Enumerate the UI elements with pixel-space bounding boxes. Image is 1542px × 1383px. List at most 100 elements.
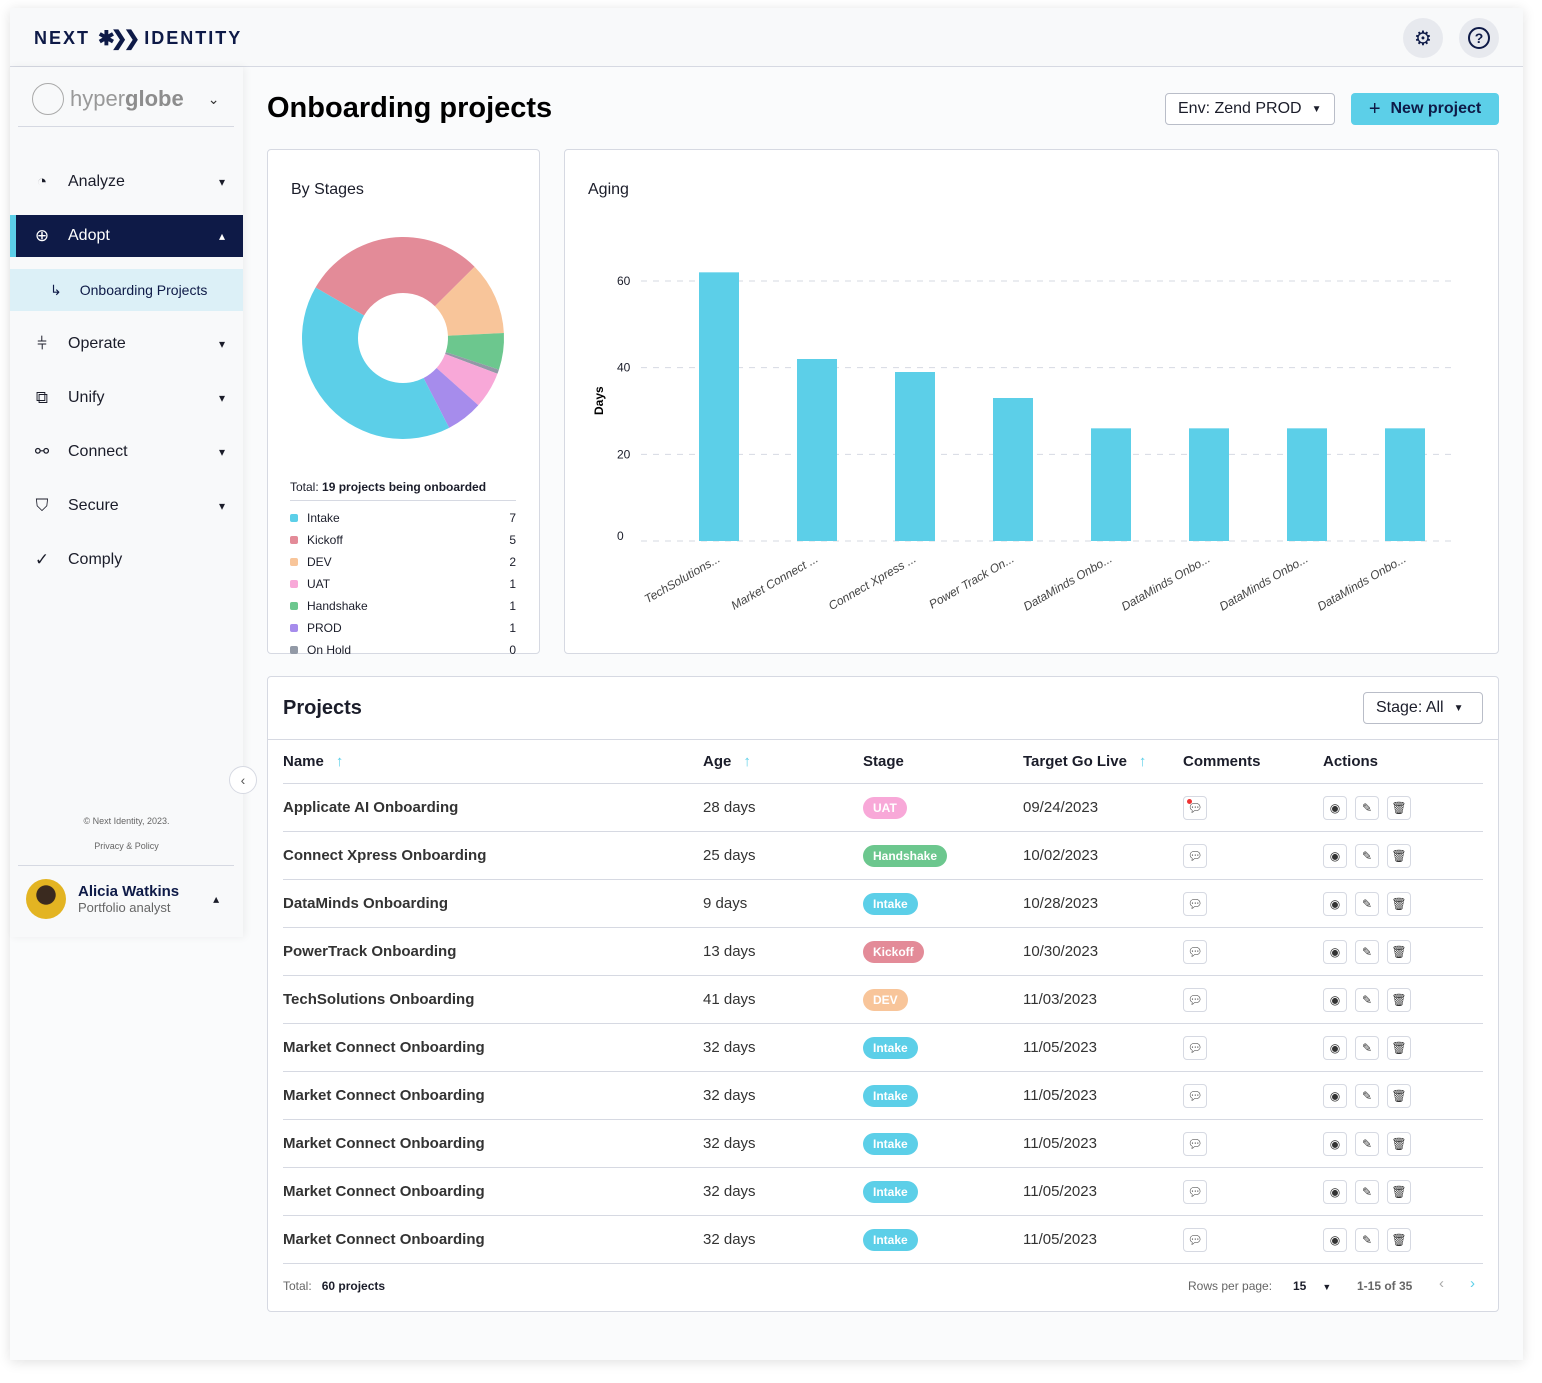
table-row[interactable]: Market Connect Onboarding 32 days Intake…: [283, 1216, 1483, 1264]
env-select[interactable]: Env: Zend PROD ▼: [1165, 93, 1335, 125]
project-name[interactable]: TechSolutions Onboarding: [283, 991, 475, 1008]
bar[interactable]: [993, 398, 1033, 541]
nav-unify[interactable]: ⧉ Unify ▾: [10, 377, 243, 419]
bar[interactable]: [797, 359, 837, 541]
nav-analyze[interactable]: ◔ Analyze ▾: [10, 161, 243, 203]
project-name[interactable]: Market Connect Onboarding: [283, 1039, 485, 1056]
view-button[interactable]: ◉: [1323, 940, 1347, 964]
next-page-button[interactable]: ›: [1470, 1275, 1475, 1292]
settings-button[interactable]: ⚙: [1403, 18, 1443, 58]
table-row[interactable]: Market Connect Onboarding 32 days Intake…: [283, 1072, 1483, 1120]
nav-comply[interactable]: ✓ Comply: [10, 539, 243, 581]
col-target-go-live[interactable]: Target Go Live ↑: [1023, 753, 1146, 770]
project-name[interactable]: Market Connect Onboarding: [283, 1231, 485, 1248]
view-button[interactable]: ◉: [1323, 844, 1347, 868]
privacy-link[interactable]: Privacy & Policy: [94, 841, 159, 851]
bar[interactable]: [1385, 428, 1425, 541]
nav-adopt[interactable]: ⊕ Adopt ▴: [10, 215, 243, 257]
view-button[interactable]: ◉: [1323, 1228, 1347, 1252]
delete-button[interactable]: 🗑︎: [1387, 844, 1411, 868]
table-row[interactable]: DataMinds Onboarding 9 days Intake 10/28…: [283, 880, 1483, 928]
edit-button[interactable]: ✎: [1355, 1180, 1379, 1204]
donut-slice-intake[interactable]: [301, 287, 450, 440]
prev-page-button[interactable]: ‹: [1439, 1275, 1444, 1292]
view-button[interactable]: ◉: [1323, 796, 1347, 820]
delete-button[interactable]: 🗑︎: [1387, 1180, 1411, 1204]
edit-button[interactable]: ✎: [1355, 988, 1379, 1012]
project-name[interactable]: Applicate AI Onboarding: [283, 799, 459, 816]
comments-button[interactable]: 💬︎: [1183, 1132, 1207, 1156]
delete-button[interactable]: 🗑︎: [1387, 1084, 1411, 1108]
table-row[interactable]: Market Connect Onboarding 32 days Intake…: [283, 1120, 1483, 1168]
donut-slice-prod[interactable]: [423, 367, 479, 428]
delete-button[interactable]: 🗑︎: [1387, 1132, 1411, 1156]
donut-slice-uat[interactable]: [436, 353, 498, 406]
table-row[interactable]: Connect Xpress Onboarding 25 days Handsh…: [283, 832, 1483, 880]
comments-button[interactable]: 💬︎: [1183, 1180, 1207, 1204]
comments-button[interactable]: 💬︎: [1183, 940, 1207, 964]
delete-button[interactable]: 🗑︎: [1387, 892, 1411, 916]
project-name[interactable]: Market Connect Onboarding: [283, 1087, 485, 1104]
bar[interactable]: [1189, 428, 1229, 541]
nav-connect[interactable]: ⚯ Connect ▾: [10, 431, 243, 473]
edit-button[interactable]: ✎: [1355, 1036, 1379, 1060]
comments-button[interactable]: 💬︎: [1183, 796, 1207, 820]
table-row[interactable]: Market Connect Onboarding 32 days Intake…: [283, 1168, 1483, 1216]
delete-button[interactable]: 🗑︎: [1387, 796, 1411, 820]
table-row[interactable]: Applicate AI Onboarding 28 days UAT 09/2…: [283, 784, 1483, 832]
donut-slice-on-hold[interactable]: [445, 352, 499, 374]
comments-button[interactable]: 💬︎: [1183, 1036, 1207, 1060]
collapse-sidebar-button[interactable]: ‹: [229, 766, 257, 794]
view-button[interactable]: ◉: [1323, 1180, 1347, 1204]
edit-button[interactable]: ✎: [1355, 940, 1379, 964]
delete-button[interactable]: 🗑︎: [1387, 988, 1411, 1012]
edit-button[interactable]: ✎: [1355, 1084, 1379, 1108]
view-button[interactable]: ◉: [1323, 1084, 1347, 1108]
rows-per-page-select[interactable]: 15 ▼: [1293, 1279, 1331, 1293]
table-row[interactable]: Market Connect Onboarding 32 days Intake…: [283, 1024, 1483, 1072]
delete-button[interactable]: 🗑︎: [1387, 1036, 1411, 1060]
bar[interactable]: [1287, 428, 1327, 541]
col-age[interactable]: Age ↑: [703, 753, 751, 770]
project-name[interactable]: PowerTrack Onboarding: [283, 943, 457, 960]
col-name[interactable]: Name ↑: [283, 753, 343, 770]
donut-slice-kickoff[interactable]: [315, 237, 475, 316]
comments-button[interactable]: 💬︎: [1183, 1084, 1207, 1108]
view-button[interactable]: ◉: [1323, 1132, 1347, 1156]
nav-secure[interactable]: ⛉ Secure ▾: [10, 485, 243, 527]
comments-button[interactable]: 💬︎: [1183, 892, 1207, 916]
comments-button[interactable]: 💬︎: [1183, 1228, 1207, 1252]
table-row[interactable]: PowerTrack Onboarding 13 days Kickoff 10…: [283, 928, 1483, 976]
project-name[interactable]: Market Connect Onboarding: [283, 1135, 485, 1152]
comments-button[interactable]: 💬︎: [1183, 844, 1207, 868]
legend-value: 1: [509, 621, 516, 635]
comments-button[interactable]: 💬︎: [1183, 988, 1207, 1012]
project-name[interactable]: Connect Xpress Onboarding: [283, 847, 487, 864]
edit-button[interactable]: ✎: [1355, 892, 1379, 916]
nav-onboarding-projects[interactable]: ↳ Onboarding Projects: [10, 269, 243, 311]
edit-button[interactable]: ✎: [1355, 1132, 1379, 1156]
edit-button[interactable]: ✎: [1355, 844, 1379, 868]
donut-slice-handshake[interactable]: [445, 333, 504, 370]
table-row[interactable]: TechSolutions Onboarding 41 days DEV 11/…: [283, 976, 1483, 1024]
view-button[interactable]: ◉: [1323, 1036, 1347, 1060]
donut-slice-dev[interactable]: [434, 266, 504, 336]
org-switcher[interactable]: hyper globe ⌄: [32, 83, 219, 115]
chevron-down-icon: ▾: [218, 499, 225, 513]
stage-filter-select[interactable]: Stage: All ▼: [1363, 692, 1483, 724]
nav-operate[interactable]: ⫩ Operate ▾: [10, 323, 243, 365]
bar[interactable]: [1091, 428, 1131, 541]
user-menu[interactable]: Alicia Watkins Portfolio analyst ▴: [26, 879, 219, 919]
delete-button[interactable]: 🗑︎: [1387, 940, 1411, 964]
new-project-button[interactable]: + New project: [1351, 93, 1499, 125]
delete-button[interactable]: 🗑︎: [1387, 1228, 1411, 1252]
view-button[interactable]: ◉: [1323, 988, 1347, 1012]
help-button[interactable]: ?: [1459, 18, 1499, 58]
bar[interactable]: [699, 272, 739, 541]
edit-button[interactable]: ✎: [1355, 1228, 1379, 1252]
edit-button[interactable]: ✎: [1355, 796, 1379, 820]
view-button[interactable]: ◉: [1323, 892, 1347, 916]
project-name[interactable]: DataMinds Onboarding: [283, 895, 448, 912]
bar[interactable]: [895, 372, 935, 541]
project-name[interactable]: Market Connect Onboarding: [283, 1183, 485, 1200]
